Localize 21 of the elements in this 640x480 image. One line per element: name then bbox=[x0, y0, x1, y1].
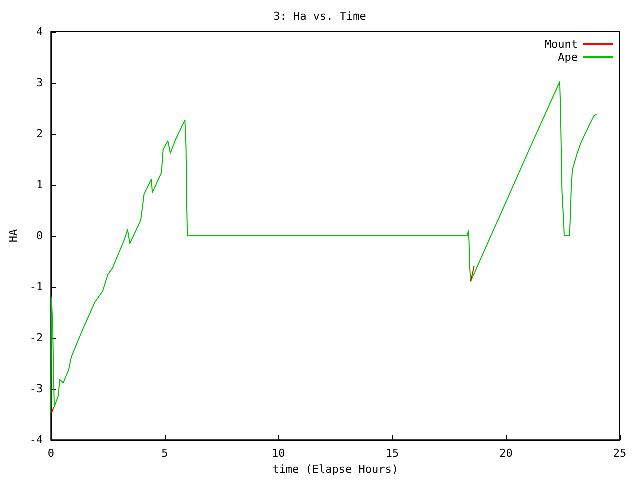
legend-label: Ape bbox=[558, 51, 578, 64]
line-series bbox=[50, 81, 598, 414]
x-tick-label: 5 bbox=[162, 447, 168, 460]
x-tick-label: 15 bbox=[386, 447, 400, 460]
legend-label: Mount bbox=[544, 38, 578, 51]
x-tick-label: 20 bbox=[500, 447, 513, 460]
y-tick-label: 0 bbox=[36, 230, 44, 243]
y-tick-label: 1 bbox=[36, 178, 44, 192]
x-tick-label: 25 bbox=[613, 447, 627, 460]
y-tick-label: 2 bbox=[36, 128, 44, 141]
y-tick-label: -4 bbox=[30, 434, 44, 447]
x-tick-label: 10 bbox=[272, 447, 286, 460]
x-tick-label: 0 bbox=[48, 447, 54, 460]
y-tick-label: 3 bbox=[36, 76, 44, 90]
y-tick-label: 4 bbox=[36, 26, 44, 38]
x-axis-title: time (Elapse Hours) bbox=[272, 463, 398, 476]
chart-title: 3: Ha vs. Time bbox=[274, 10, 366, 23]
y-tick-label: -1 bbox=[30, 280, 44, 294]
y-axis-title: HA bbox=[7, 229, 20, 243]
y-tick-label: -2 bbox=[30, 332, 44, 345]
y-tick-label: -3 bbox=[30, 382, 44, 396]
